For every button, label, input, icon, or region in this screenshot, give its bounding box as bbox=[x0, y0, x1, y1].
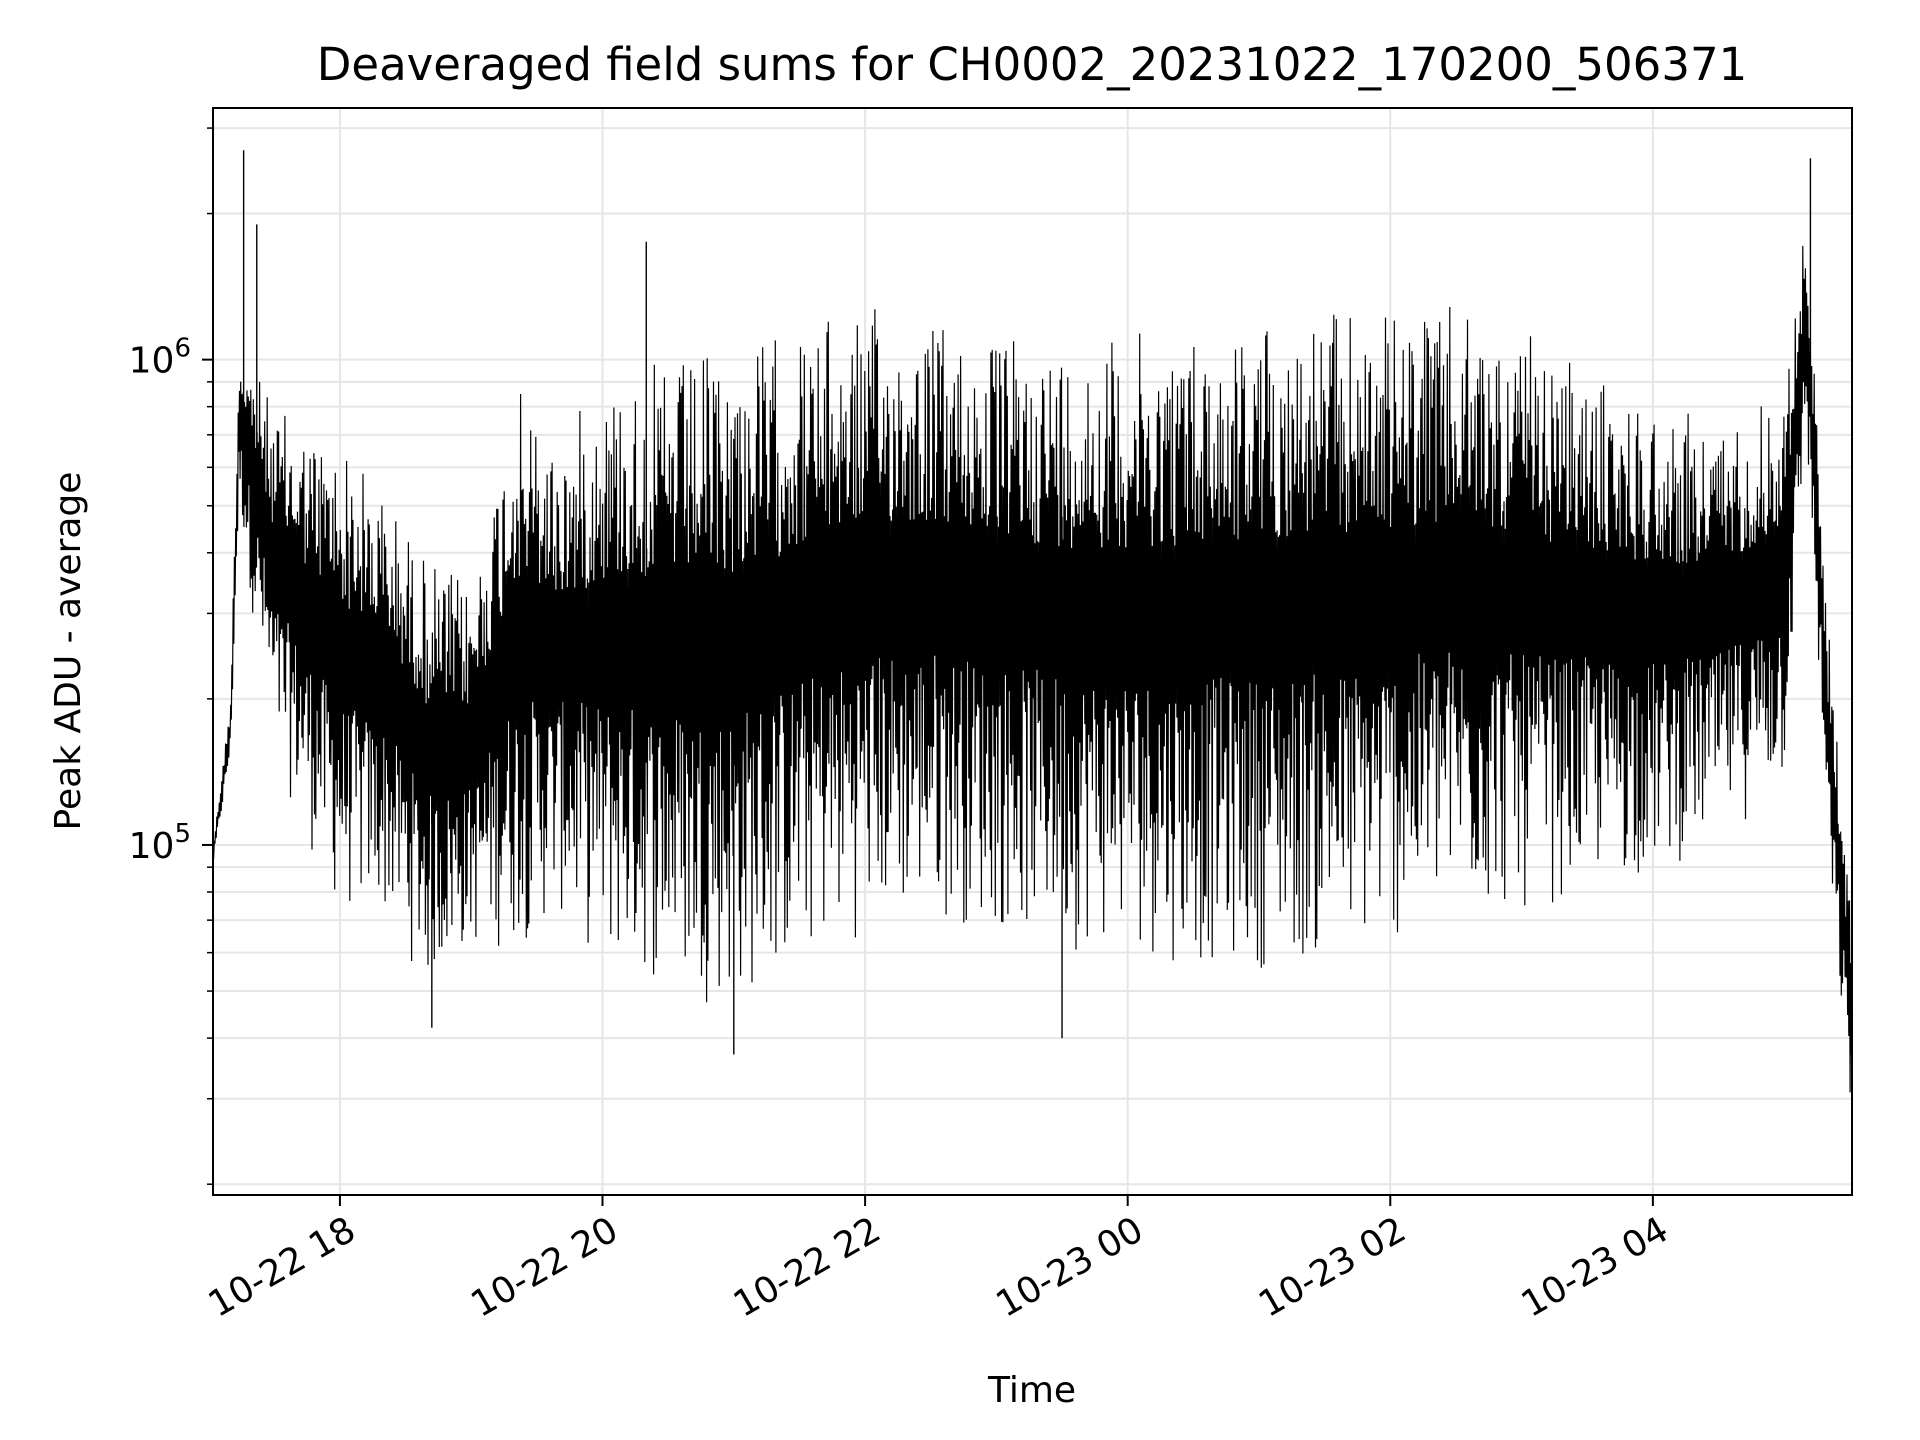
y-tick-label-base: 10 bbox=[129, 341, 175, 382]
plot-frame bbox=[212, 107, 1853, 1196]
x-axis-label: Time bbox=[987, 1370, 1076, 1411]
series-line bbox=[212, 245, 1853, 1093]
y-tick-label-exponent: 5 bbox=[174, 819, 191, 849]
y-tick-label: 106 bbox=[129, 334, 191, 382]
chart-title: Deaveraged field sums for CH0002_2023102… bbox=[317, 38, 1747, 91]
y-tick-label-exponent: 6 bbox=[174, 334, 191, 364]
y-axis-label: Peak ADU - average bbox=[48, 472, 89, 831]
y-tick-label: 105 bbox=[129, 819, 191, 867]
y-tick-label-base: 10 bbox=[129, 826, 175, 867]
